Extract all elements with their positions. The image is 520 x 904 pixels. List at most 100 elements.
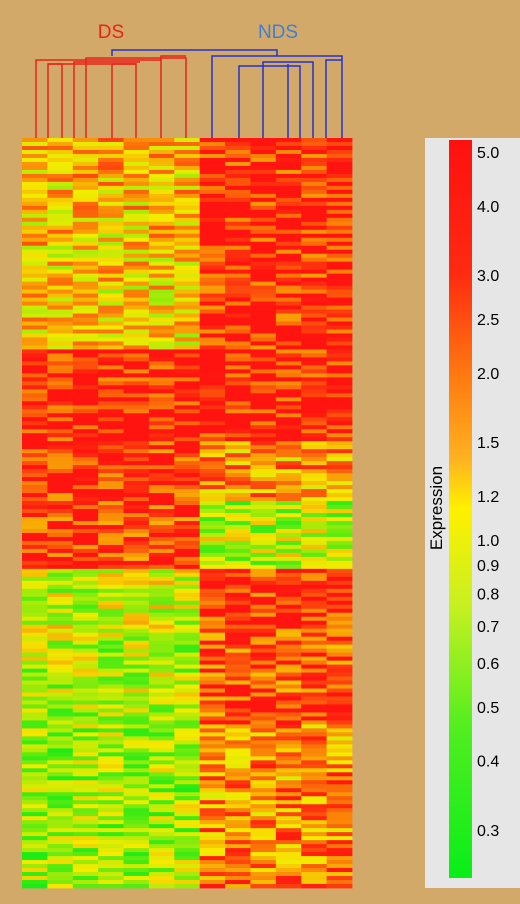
heatmap-cell [98, 285, 124, 290]
heatmap-cell [275, 656, 302, 662]
heatmap-cell [275, 832, 302, 837]
heatmap-cell [225, 620, 251, 626]
heatmap-cell [250, 417, 277, 422]
heatmap-cell [301, 189, 328, 195]
heatmap-cell [123, 604, 150, 610]
heatmap-cell [250, 716, 277, 721]
heatmap-cell [98, 708, 124, 713]
heatmap-cell [275, 341, 302, 346]
heatmap-cell [47, 528, 74, 534]
heatmap-cell [275, 297, 302, 302]
heatmap-cell [47, 640, 74, 646]
heatmap-cell [275, 277, 302, 283]
heatmap-cell [301, 173, 328, 179]
heatmap-cell [174, 560, 201, 566]
heatmap-cell [326, 520, 353, 526]
heatmap-cell [123, 321, 150, 326]
heatmap-cell [47, 257, 74, 263]
heatmap-cell [47, 305, 74, 310]
heatmap-cell [98, 848, 124, 853]
heatmap-cell [47, 505, 74, 510]
heatmap-cell [225, 473, 251, 478]
heatmap-cell [326, 540, 353, 546]
heatmap-cell [22, 141, 48, 147]
heatmap-cell [47, 884, 74, 889]
heatmap-cell [326, 445, 353, 450]
heatmap-cell [22, 453, 48, 458]
heatmap-cell [250, 381, 277, 386]
heatmap-cell [72, 564, 99, 570]
heatmap-cell [123, 205, 150, 211]
heatmap-cell [22, 544, 48, 550]
heatmap-cell [148, 760, 175, 765]
heatmap-cell [98, 680, 124, 685]
heatmap-cell [22, 205, 48, 211]
heatmap-cell [174, 329, 201, 334]
heatmap-cell [174, 189, 201, 195]
heatmap-cell [123, 540, 150, 546]
colorbar-tick-label: 1.5 [477, 435, 499, 452]
heatmap-cell [199, 441, 226, 446]
heatmap-cell [47, 409, 74, 414]
heatmap-cell [275, 836, 302, 841]
heatmap-cell [98, 365, 124, 370]
heatmap-cell [199, 297, 226, 302]
heatmap-cell [250, 816, 277, 821]
heatmap-cell [72, 373, 99, 378]
heatmap-cell [22, 700, 48, 705]
heatmap-cell [47, 768, 74, 773]
heatmap-cell [301, 524, 328, 530]
heatmap-cell [326, 856, 353, 861]
heatmap-cell [301, 353, 328, 358]
heatmap-cell [225, 852, 251, 857]
heatmap-cell [199, 373, 226, 378]
heatmap-cell [22, 872, 48, 877]
heatmap-cell [148, 840, 175, 845]
heatmap-cell [47, 536, 74, 542]
heatmap-cell [22, 501, 48, 506]
heatmap-cell [199, 700, 226, 705]
heatmap-cell [123, 513, 150, 518]
heatmap-cell [47, 868, 74, 873]
heatmap-cell [148, 540, 175, 546]
heatmap-cell [72, 465, 99, 470]
heatmap-cell [47, 544, 74, 550]
heatmap-cell [72, 317, 99, 322]
heatmap-cell [250, 277, 277, 283]
heatmap-cell [72, 632, 99, 638]
heatmap-cell [47, 429, 74, 434]
heatmap-cell [250, 528, 277, 534]
heatmap-cell [98, 349, 124, 354]
heatmap-cell [47, 716, 74, 721]
heatmap-cell [250, 608, 277, 614]
heatmap-cell [22, 704, 48, 709]
heatmap-cell [250, 828, 277, 833]
heatmap-cell [326, 852, 353, 857]
heatmap-cell [301, 185, 328, 191]
heatmap-cell [47, 281, 74, 287]
heatmap-cell [174, 836, 201, 841]
heatmap-cell [148, 740, 175, 745]
heatmap-cell [275, 772, 302, 777]
heatmap-cell [199, 644, 226, 650]
heatmap-cell [199, 213, 226, 219]
heatmap-cell [174, 169, 201, 175]
heatmap-cell [98, 173, 124, 179]
heatmap-cell [98, 417, 124, 422]
heatmap-cell [326, 485, 353, 490]
heatmap-cell [123, 576, 150, 582]
heatmap-cell [174, 632, 201, 638]
heatmap-cell [225, 409, 251, 414]
heatmap-cell [148, 185, 175, 191]
heatmap-cell [199, 852, 226, 857]
heatmap-cell [98, 441, 124, 446]
heatmap-cell [98, 556, 124, 562]
heatmap-cell [123, 201, 150, 207]
heatmap-cell [326, 664, 353, 669]
heatmap-cell [199, 628, 226, 634]
heatmap-cell [301, 768, 328, 773]
heatmap-cell [275, 744, 302, 749]
heatmap-cell [174, 816, 201, 821]
heatmap-cell [199, 772, 226, 777]
heatmap-cell [275, 848, 302, 853]
